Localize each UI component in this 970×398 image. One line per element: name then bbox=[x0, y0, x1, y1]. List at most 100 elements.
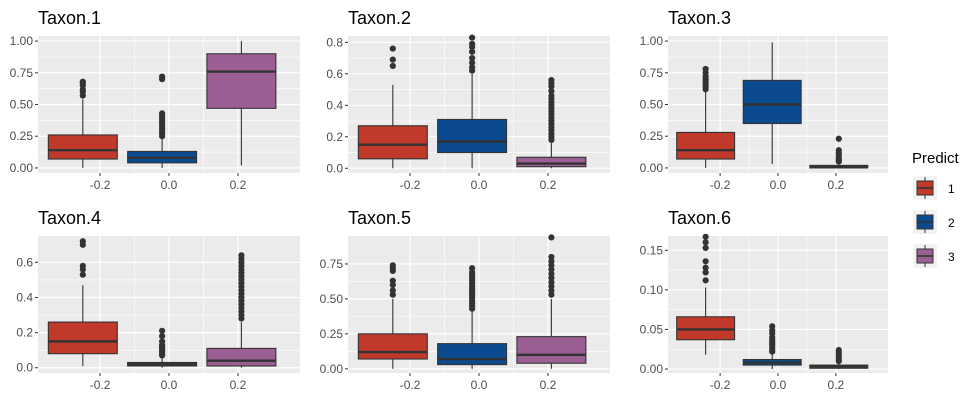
y-tick-label: 0.15 bbox=[640, 243, 664, 257]
x-tick-label: -0.2 bbox=[90, 178, 111, 192]
panel-4: Taxon.4 0.0 0.2 0.4 0.6 -0.2 0.0 0.2 bbox=[16, 208, 300, 392]
outlier-point bbox=[469, 40, 476, 47]
panel-1: Taxon.1 0.00 0.25 0.50 0.75 1.00 -0.2 0.0 0.2 bbox=[10, 8, 300, 192]
y-tick-label: 0.75 bbox=[320, 257, 344, 271]
outlier-point bbox=[79, 238, 86, 245]
outlier-point bbox=[702, 269, 709, 276]
outlier-point bbox=[548, 92, 555, 99]
x-tick-label: -0.2 bbox=[710, 178, 731, 192]
outlier-point bbox=[548, 76, 555, 84]
outlier-point bbox=[469, 265, 476, 272]
box-iqr bbox=[47, 321, 118, 355]
y-tick-label: 0.25 bbox=[320, 327, 344, 341]
outlier-point bbox=[159, 73, 166, 80]
y-tick-label: 0.50 bbox=[10, 98, 34, 112]
outlier-point bbox=[548, 253, 555, 261]
legend-key-3: 3 bbox=[913, 244, 955, 268]
legend-title: Predict bbox=[912, 150, 960, 167]
panel-title: Taxon.4 bbox=[38, 208, 101, 228]
legend: Predict 1 2 3 bbox=[912, 150, 960, 268]
legend-keys: 1 2 3 bbox=[913, 176, 955, 268]
box-iqr bbox=[676, 131, 736, 160]
outlier-point bbox=[702, 244, 709, 251]
y-tick-label: 0.10 bbox=[640, 283, 664, 297]
y-tick-label: 0.25 bbox=[10, 129, 34, 143]
x-tick-label: -0.2 bbox=[90, 378, 111, 392]
box-iqr bbox=[47, 134, 118, 160]
box-iqr bbox=[516, 156, 587, 168]
box-iqr bbox=[206, 53, 277, 109]
x-tick-label: 0.2 bbox=[828, 378, 845, 392]
legend-key-2: 2 bbox=[913, 210, 955, 234]
x-tick-label: 0.2 bbox=[230, 378, 247, 392]
outlier-point bbox=[702, 65, 709, 73]
y-tick-label: 0.05 bbox=[640, 322, 664, 336]
x-tick-label: 0.2 bbox=[828, 178, 845, 192]
y-tick-label: 0.75 bbox=[10, 66, 34, 80]
box-iqr bbox=[206, 347, 277, 367]
outlier-point bbox=[389, 262, 396, 269]
x-tick-label: -0.2 bbox=[710, 378, 731, 392]
box-iqr bbox=[742, 79, 802, 125]
panels-layer: Taxon.1 0.00 0.25 0.50 0.75 1.00 -0.2 0.0 0.2 Tax… bbox=[10, 8, 888, 392]
outlier-point bbox=[469, 64, 476, 71]
box-group-1 bbox=[676, 65, 736, 168]
outlier-point bbox=[159, 333, 166, 340]
box-group-3 bbox=[516, 76, 587, 169]
y-tick-label: 0.8 bbox=[326, 35, 343, 49]
legend-label: 1 bbox=[948, 182, 955, 196]
box-group-2 bbox=[437, 265, 508, 369]
panel-title: Taxon.5 bbox=[348, 208, 411, 228]
box-group-2 bbox=[742, 323, 802, 370]
outlier-point bbox=[548, 88, 555, 95]
outlier-point bbox=[702, 239, 709, 246]
y-tick-label: 0.2 bbox=[326, 130, 343, 144]
x-tick-label: 0.0 bbox=[161, 178, 178, 192]
y-tick-label: 1.00 bbox=[10, 34, 34, 48]
outlier-point bbox=[469, 34, 476, 41]
box-group-3 bbox=[809, 346, 869, 370]
box-group-3 bbox=[206, 252, 277, 368]
outlier-point bbox=[389, 45, 396, 52]
x-tick-label: 0.2 bbox=[540, 178, 557, 192]
x-tick-label: 0.2 bbox=[540, 378, 557, 392]
outlier-point bbox=[769, 323, 776, 330]
y-tick-label: 0.0 bbox=[326, 161, 343, 175]
x-tick-label: 0.0 bbox=[471, 378, 488, 392]
outlier-point bbox=[469, 48, 476, 55]
x-tick-label: 0.2 bbox=[230, 178, 247, 192]
y-tick-label: 0.2 bbox=[16, 326, 33, 340]
legend-label: 2 bbox=[948, 216, 955, 230]
panel-3: Taxon.3 0.00 0.25 0.50 0.75 1.00 -0.2 0.0 0.2 bbox=[640, 8, 888, 192]
y-tick-label: 0.00 bbox=[640, 362, 664, 376]
outlier-point bbox=[79, 78, 86, 85]
box-iqr bbox=[437, 343, 508, 366]
x-tick-label: 0.0 bbox=[770, 378, 787, 392]
box-iqr bbox=[357, 333, 428, 360]
outlier-point bbox=[702, 258, 709, 265]
panel-5: Taxon.5 0.00 0.25 0.50 0.75 -0.2 0.0 0.2 bbox=[320, 208, 610, 392]
box-group-2 bbox=[127, 327, 198, 368]
outlier-point bbox=[835, 135, 842, 142]
legend-label: 3 bbox=[948, 250, 955, 264]
outlier-point bbox=[469, 59, 476, 66]
y-tick-label: 0.50 bbox=[640, 98, 664, 112]
box-group-1 bbox=[676, 233, 736, 355]
box-group-2 bbox=[742, 42, 802, 165]
outlier-point bbox=[159, 338, 166, 345]
y-tick-label: 0.25 bbox=[640, 129, 664, 143]
x-tick-label: 0.0 bbox=[770, 178, 787, 192]
y-tick-label: 0.4 bbox=[16, 290, 33, 304]
box-group-1 bbox=[47, 78, 118, 168]
y-tick-label: 0.4 bbox=[326, 98, 343, 112]
outlier-point bbox=[702, 233, 709, 240]
panel-title: Taxon.1 bbox=[38, 8, 101, 28]
x-tick-label: 0.0 bbox=[471, 178, 488, 192]
outlier-point bbox=[548, 234, 555, 241]
y-tick-label: 0.50 bbox=[320, 292, 344, 306]
y-tick-label: 0.6 bbox=[326, 67, 343, 81]
box-group-3 bbox=[206, 41, 277, 166]
outlier-point bbox=[702, 277, 709, 284]
y-tick-label: 0.6 bbox=[16, 255, 33, 269]
